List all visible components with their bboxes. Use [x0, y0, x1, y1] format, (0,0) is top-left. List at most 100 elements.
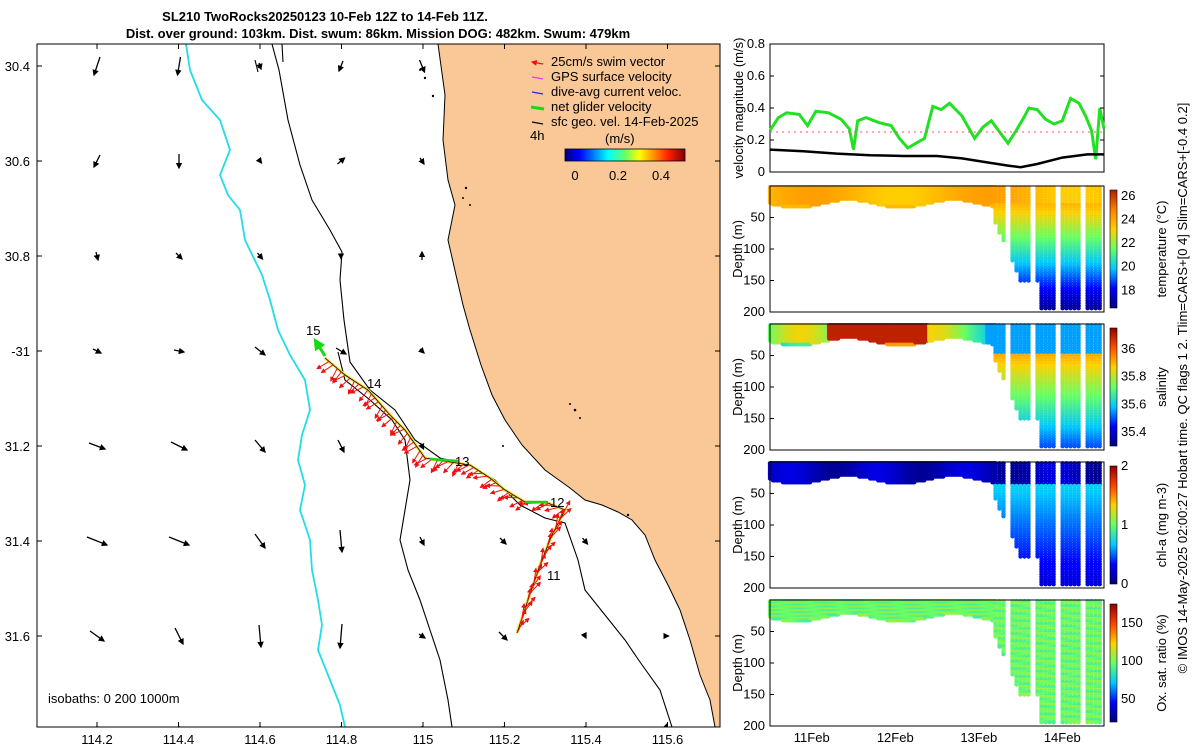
geo-arrow — [174, 627, 184, 646]
title-line-1: SL210 TwoRocks20250123 10-Feb 12Z to 14-… — [162, 9, 488, 24]
geo-arrow — [92, 347, 103, 354]
legend-gps: GPS surface velocity — [551, 69, 672, 84]
legend-sfc-icon — [531, 121, 544, 125]
swim-vector — [374, 405, 383, 420]
geo-arrow — [254, 439, 266, 453]
profile-sample — [1026, 278, 1031, 283]
swim-vector — [390, 421, 398, 436]
depth-tick-label: 200 — [743, 304, 765, 319]
swim-vector — [550, 526, 562, 538]
swim-vector — [537, 561, 549, 573]
geo-arrow — [335, 347, 348, 355]
swim-vector — [521, 602, 527, 618]
swim-vector — [554, 512, 560, 528]
swim-vector — [560, 507, 572, 519]
swim-vector — [532, 567, 538, 583]
swim-vector — [377, 409, 386, 423]
swim-vector — [509, 500, 523, 508]
profile-sample — [1072, 306, 1077, 311]
swim-vector — [552, 520, 563, 533]
geo-arrow — [337, 60, 344, 73]
velocity-ytick-label: 0.2 — [747, 132, 765, 147]
depth-tick-label: 100 — [743, 241, 765, 256]
swim-vector — [496, 491, 509, 502]
swim-vector — [544, 506, 559, 513]
isobath-cyan — [185, 44, 346, 727]
velocity-ticks: 00.20.40.60.8 — [747, 36, 1104, 179]
swim-vector — [338, 377, 351, 389]
isobath-1000 — [281, 44, 284, 63]
swim-vector — [420, 458, 433, 469]
geo-arrow — [499, 537, 507, 545]
swim-vector — [330, 368, 338, 382]
swim-vector — [531, 502, 544, 512]
geo-arrow-dot — [502, 445, 504, 447]
swim-vector — [528, 582, 534, 598]
geo-arrow — [581, 537, 589, 545]
geo-arrow — [418, 347, 425, 354]
map-xtick-label: 114.2 — [81, 732, 113, 747]
day-label-11: 11 — [547, 568, 561, 583]
profile-sample — [1039, 306, 1044, 311]
profile-sample — [1093, 306, 1098, 311]
map-xtick-label: 114.4 — [163, 732, 195, 747]
swim-vector — [530, 581, 542, 593]
profile-sample — [1085, 306, 1090, 311]
geo-arrow — [86, 536, 109, 547]
profile-sample — [1022, 278, 1027, 283]
velocity-series — [768, 96, 1106, 169]
swim-vector — [535, 502, 549, 511]
geo-arrow — [256, 62, 263, 71]
geo-arrow — [337, 623, 344, 650]
map-xtick-label: 114.6 — [244, 732, 276, 747]
geo-arrow — [337, 157, 346, 165]
geo-arrow — [418, 59, 426, 74]
map-ytick-label: -31 — [11, 344, 30, 359]
geo-arrow — [255, 156, 263, 165]
profile-sample — [1010, 258, 1015, 263]
geo-arrow — [92, 56, 101, 77]
geo-arrow — [168, 536, 191, 547]
legend-swim-icon — [530, 59, 544, 66]
legend-cb-tick-0: 0 — [571, 168, 578, 183]
legend-cb-tick-2: 0.4 — [652, 168, 670, 183]
swim-vector — [557, 508, 565, 524]
isobath-deep-line — [337, 351, 453, 727]
geo-arrow — [175, 252, 183, 260]
profile-sample — [1043, 306, 1048, 311]
map-ytick-label: 30.8 — [5, 249, 30, 264]
profile-sample — [1035, 278, 1040, 283]
profile-sample — [1001, 238, 1006, 243]
swim-vector — [548, 527, 554, 543]
profile-sample — [1014, 268, 1019, 273]
colorbar-tick-label: 18 — [1121, 282, 1135, 297]
profile-sample — [1047, 306, 1052, 311]
swim-vector — [551, 509, 564, 519]
isobaths-label: isobaths: 0 200 1000m — [48, 691, 180, 706]
day-label-15: 15 — [306, 323, 320, 338]
swim-vector — [526, 587, 532, 603]
swim-vector — [430, 459, 438, 474]
geostrophic-velocity-arrows — [86, 56, 670, 727]
profile-sample — [1060, 306, 1065, 311]
map-legend: 25cm/s swim vector GPS surface velocity … — [530, 54, 698, 183]
map-ytick-label: 31.2 — [5, 439, 30, 454]
coast-isobath-0 — [271, 44, 673, 727]
title-line-2: Dist. over ground: 103km. Dist. swum: 86… — [126, 26, 630, 41]
geo-arrow — [418, 157, 425, 166]
swim-vector — [518, 617, 530, 629]
velocity-ytick-label: 0.6 — [747, 68, 765, 83]
colorbar-rect — [1109, 189, 1118, 309]
map-panel: 15 14 13 12 11 isobaths: 0 200 1000m 114… — [5, 43, 721, 747]
map-xtick-label: 115.2 — [489, 732, 521, 747]
legend-cb-tick-1: 0.2 — [609, 168, 627, 183]
swim-vector — [489, 488, 505, 495]
geo-arrow — [418, 442, 425, 451]
profile-sample — [997, 230, 1002, 235]
swim-vector — [412, 450, 421, 464]
swim-vector — [467, 471, 483, 477]
map-frame — [36, 43, 721, 728]
geo-arrow — [418, 536, 425, 547]
depth-axis-label: Depth (m) — [730, 220, 745, 278]
